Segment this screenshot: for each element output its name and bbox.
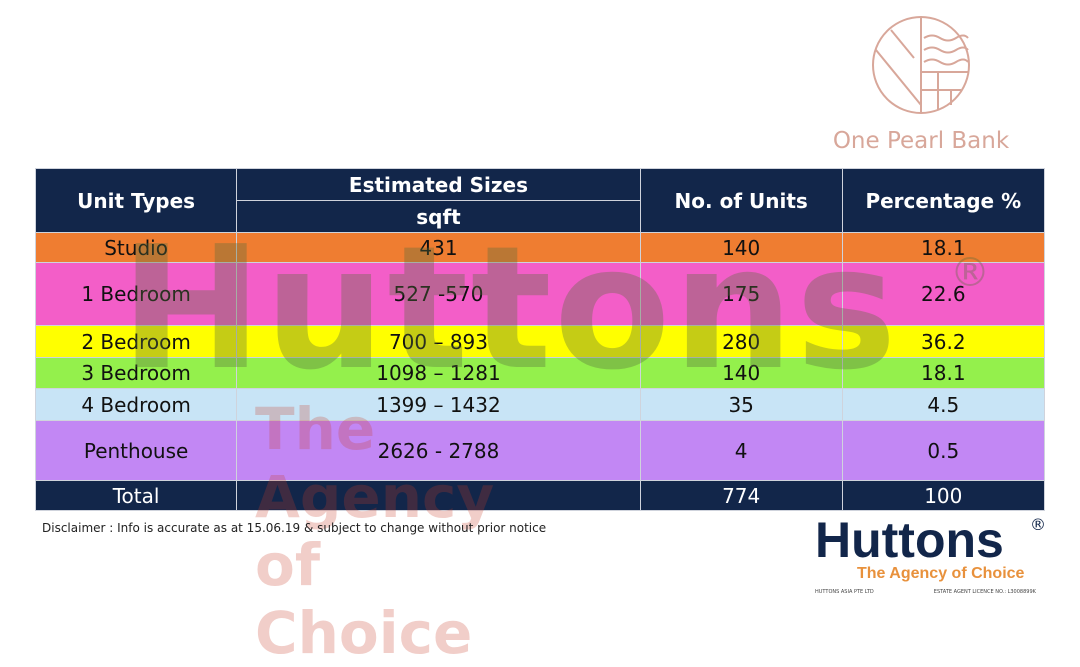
- total-row: Total 774 100: [34, 480, 1046, 511]
- unit-size: 1399 – 1432: [236, 388, 641, 421]
- table-row: 1 Bedroom 527 -570 175 22.6: [34, 262, 1046, 326]
- table-row: Studio 431 140 18.1: [34, 232, 1046, 263]
- unit-percentage: 0.5: [841, 420, 1046, 481]
- header-no-of-units: No. of Units: [639, 168, 843, 233]
- unit-percentage: 18.1: [841, 232, 1046, 263]
- unit-count: 140: [639, 232, 843, 263]
- header-unit-types: Unit Types: [34, 168, 238, 233]
- unit-size: 1098 – 1281: [236, 357, 641, 389]
- unit-size: 2626 - 2788: [236, 420, 641, 481]
- unit-type: Penthouse: [34, 420, 238, 481]
- unit-type: Studio: [34, 232, 238, 263]
- one-pearl-bank-emblem-icon: [872, 16, 970, 114]
- unit-mix-table: Unit Types Estimated Sizes No. of Units …: [34, 168, 1046, 511]
- unit-percentage: 18.1: [841, 357, 1046, 389]
- unit-count: 35: [639, 388, 843, 421]
- unit-percentage: 4.5: [841, 388, 1046, 421]
- unit-size: 527 -570: [236, 262, 641, 326]
- table-row: 4 Bedroom 1399 – 1432 35 4.5: [34, 388, 1046, 421]
- unit-size: 700 – 893: [236, 325, 641, 358]
- header-estimated-sizes: Estimated Sizes: [236, 168, 641, 201]
- header-percentage: Percentage %: [841, 168, 1046, 233]
- unit-type: 3 Bedroom: [34, 357, 238, 389]
- huttons-tagline: The Agency of Choice: [857, 565, 1025, 582]
- header-sqft: sqft: [236, 200, 641, 233]
- unit-type: 4 Bedroom: [34, 388, 238, 421]
- unit-percentage: 22.6: [841, 262, 1046, 326]
- registered-mark: ®: [1030, 515, 1046, 534]
- disclaimer: Disclaimer : Info is accurate as at 15.0…: [42, 521, 547, 535]
- unit-type: 1 Bedroom: [34, 262, 238, 326]
- unit-count: 175: [639, 262, 843, 326]
- table-row: 3 Bedroom 1098 – 1281 140 18.1: [34, 357, 1046, 389]
- unit-count: 280: [639, 325, 843, 358]
- total-label: Total: [34, 480, 238, 511]
- huttons-logo: Huttons ® The Agency of Choice HUTTONS A…: [815, 512, 1046, 595]
- one-pearl-bank-logo: One Pearl Bank: [826, 10, 1016, 154]
- licence-number: ESTATE AGENT LICENCE NO.: L3008899K: [933, 589, 1036, 595]
- table-row: Penthouse 2626 - 2788 4 0.5: [34, 420, 1046, 481]
- unit-count: 140: [639, 357, 843, 389]
- unit-percentage: 36.2: [841, 325, 1046, 358]
- company-name: HUTTONS ASIA PTE LTD: [815, 589, 874, 595]
- unit-size: 431: [236, 232, 641, 263]
- total-percentage: 100: [841, 480, 1046, 511]
- total-size: [236, 480, 641, 511]
- unit-count: 4: [639, 420, 843, 481]
- total-units: 774: [639, 480, 843, 511]
- table-row: 2 Bedroom 700 – 893 280 36.2: [34, 325, 1046, 358]
- one-pearl-bank-wordmark: One Pearl Bank: [832, 128, 1010, 154]
- huttons-wordmark: Huttons: [815, 512, 1004, 568]
- unit-type: 2 Bedroom: [34, 325, 238, 358]
